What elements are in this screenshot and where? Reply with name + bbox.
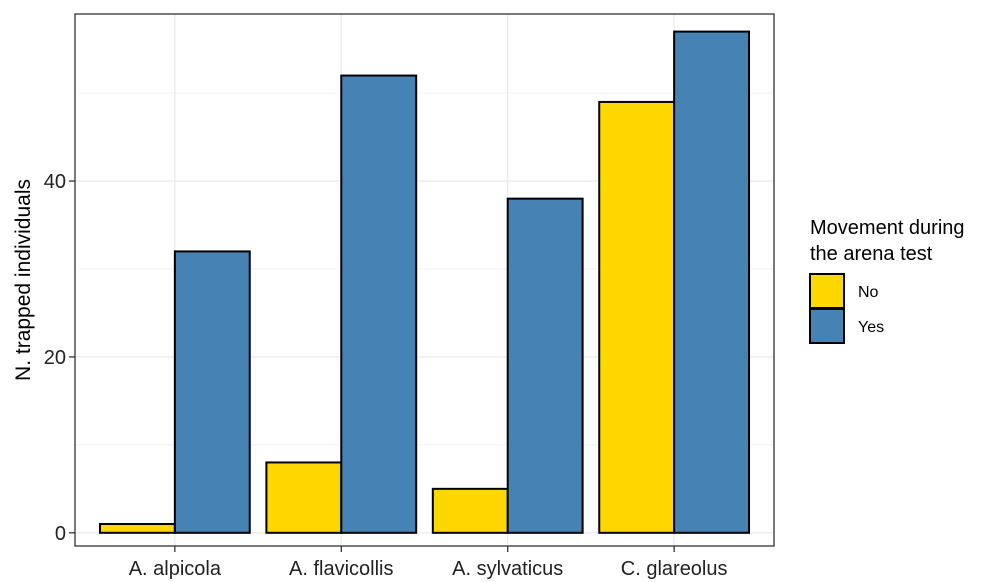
bar-a-alpicola-yes	[173, 250, 251, 534]
y-tick-label: 40	[44, 171, 66, 193]
bar-a-flavicollis-yes	[340, 74, 418, 534]
x-axis: A. alpicola A. flavicollis A. sylvaticus C.…	[129, 546, 728, 580]
bar-a-sylvaticus-no	[431, 487, 509, 534]
legend-title-line-2: the arena test	[810, 243, 933, 265]
y-tick-label: 20	[44, 347, 66, 369]
bar-c-glareolus-yes	[673, 30, 751, 534]
bar-c-glareolus-no	[598, 100, 676, 534]
bar-a-flavicollis-no	[265, 461, 343, 534]
legend-label-yes: Yes	[858, 319, 884, 336]
x-tick-label: C. glareolus	[621, 558, 728, 580]
y-axis: 0 20 40	[44, 171, 75, 545]
y-tick-label: 0	[55, 523, 66, 545]
x-tick-label: A. alpicola	[129, 558, 222, 580]
x-tick-label: A. sylvaticus	[452, 558, 563, 580]
bar-a-sylvaticus-yes	[506, 197, 584, 534]
legend: Movement during the arena test No Yes	[809, 217, 965, 344]
bar-a-alpicola-no	[98, 523, 176, 534]
legend-key-yes	[809, 308, 845, 344]
legend-key-no	[809, 273, 845, 309]
legend-title-line-1: Movement during	[810, 217, 965, 239]
bars	[98, 30, 751, 534]
legend-label-no: No	[858, 284, 879, 301]
y-axis-title: N. trapped individuals	[12, 179, 35, 381]
plot-panel-border	[74, 13, 775, 547]
x-tick-label: A. flavicollis	[289, 558, 393, 580]
